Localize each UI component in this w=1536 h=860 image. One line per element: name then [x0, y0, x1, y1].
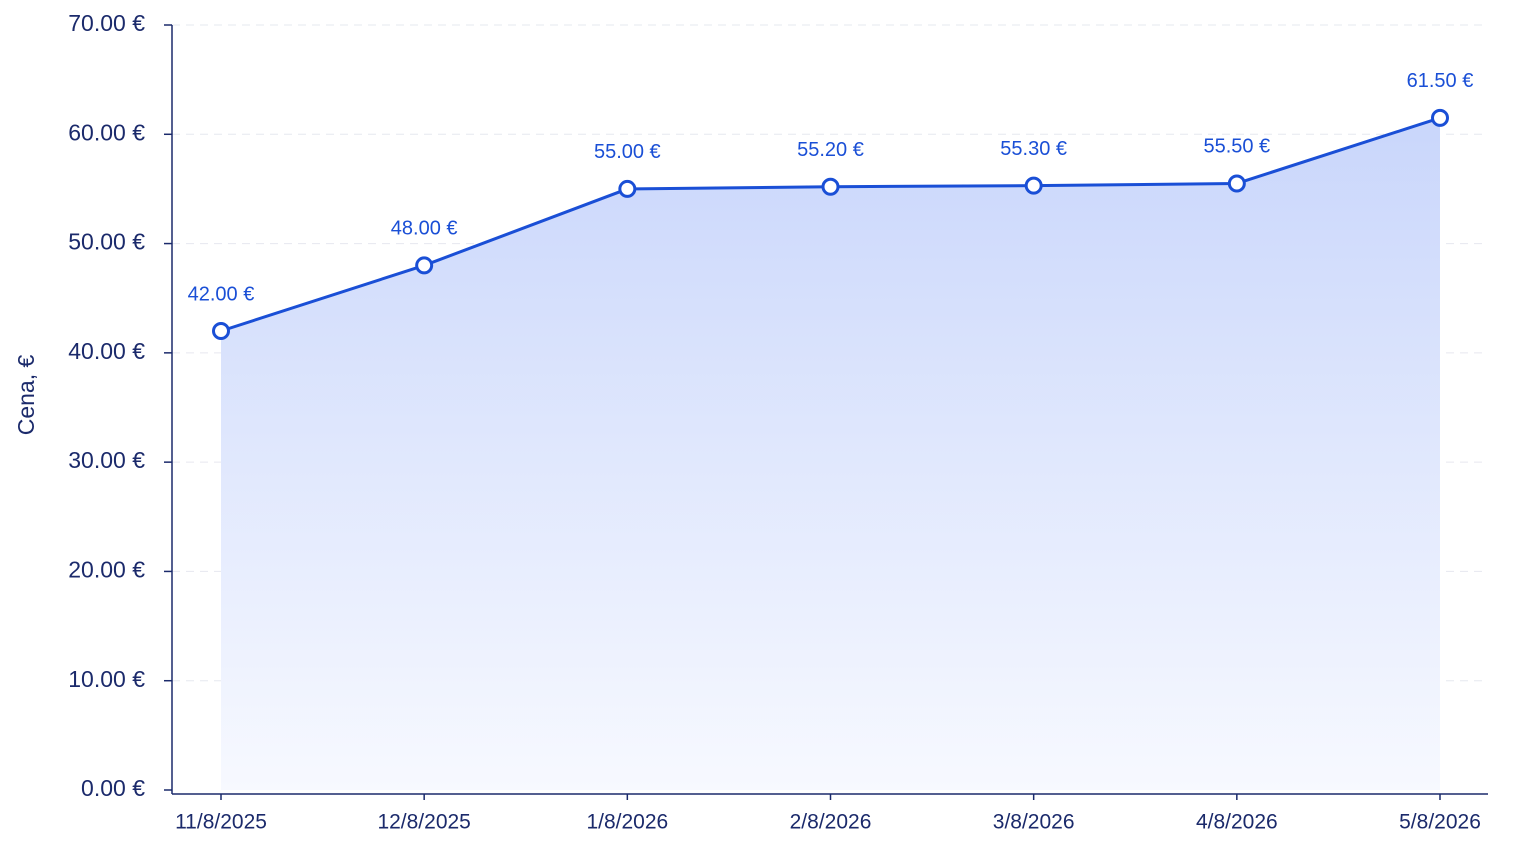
y-tick-label: 20.00 €	[68, 557, 145, 583]
y-tick-label: 70.00 €	[68, 10, 145, 36]
y-tick-label: 40.00 €	[68, 338, 145, 364]
y-tick-label: 10.00 €	[68, 666, 145, 692]
x-tick-label: 5/8/2026	[1399, 811, 1481, 834]
value-label: 55.00 €	[594, 141, 661, 163]
x-tick-label: 1/8/2026	[586, 811, 668, 834]
y-tick-label: 60.00 €	[68, 119, 145, 145]
x-tick-label: 12/8/2025	[377, 811, 470, 834]
point	[1227, 174, 1246, 193]
y-tick-label: 0.00 €	[81, 775, 145, 801]
x-tick-label: 3/8/2026	[993, 811, 1075, 834]
point	[821, 177, 840, 196]
value-label: 55.20 €	[797, 139, 864, 161]
point	[212, 322, 230, 340]
area	[221, 117, 1440, 790]
value-label: 55.30 €	[1000, 138, 1067, 160]
y-tick-label: 30.00 €	[68, 447, 145, 473]
value-label: 48.00 €	[391, 218, 458, 240]
x-tick-label: 4/8/2026	[1196, 811, 1278, 834]
y-tick-label: 50.00 €	[68, 229, 145, 255]
point	[415, 256, 434, 275]
point	[1431, 108, 1449, 127]
point	[618, 179, 637, 198]
x-tick-label: 2/8/2026	[790, 811, 872, 834]
value-label: 55.50 €	[1203, 136, 1270, 158]
point	[1024, 176, 1043, 195]
value-label: 61.50 €	[1407, 70, 1474, 92]
value-label: 42.00 €	[188, 283, 255, 305]
y-axis-label: Cena, €	[13, 355, 39, 436]
x-tick-label: 11/8/2025	[175, 811, 267, 834]
